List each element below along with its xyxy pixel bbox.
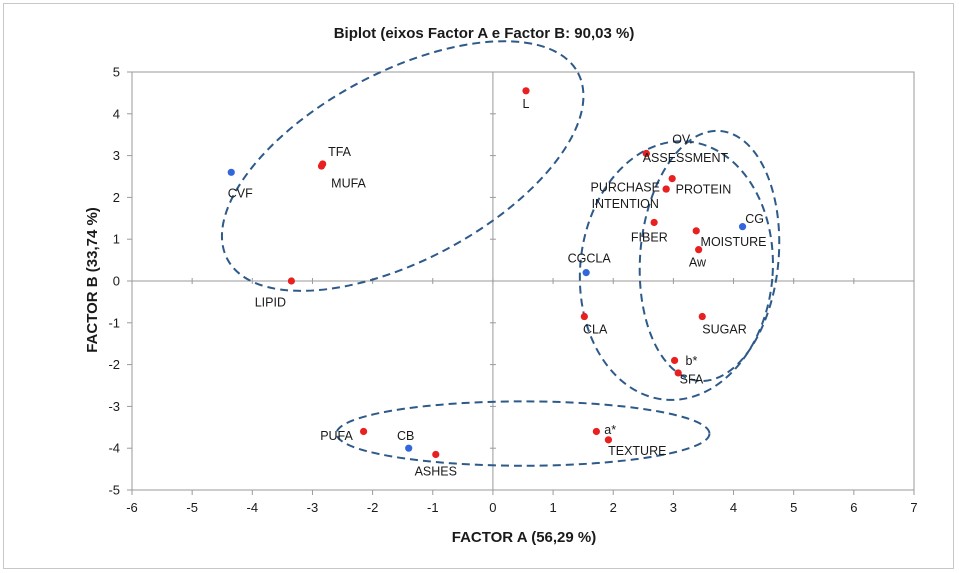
x-tick-label: 1 — [549, 500, 556, 515]
point-label-cla: CLA — [583, 323, 608, 337]
point-a — [592, 427, 600, 436]
point-label-texture: TEXTURE — [608, 444, 666, 458]
x-tick-label: -1 — [427, 500, 439, 515]
point-label-assessment: ASSESSMENT — [643, 151, 729, 165]
x-axis-title: FACTOR A (56,29 %) — [452, 529, 596, 546]
y-tick-label: 3 — [113, 148, 120, 163]
point-label-tfa: TFA — [328, 145, 352, 159]
labels-layer: L TFA MUFA CVF LIPID OV. ASSESSMENT PROTEIN PURC… — [228, 97, 767, 479]
point-label-sugar: SUGAR — [702, 323, 746, 337]
point-mufa — [317, 162, 326, 170]
x-tick-label: -5 — [186, 500, 198, 515]
cluster-ellipse-1 — [220, 40, 585, 292]
x-tick-label: 7 — [910, 500, 917, 515]
point-ashes — [432, 450, 440, 459]
point-label-purchase: PURCHASE — [591, 180, 660, 194]
x-tick-label: -2 — [367, 500, 379, 515]
cluster-ellipse-2 — [578, 140, 774, 401]
point-lipid — [287, 277, 296, 285]
point-texture — [604, 436, 613, 444]
x-tick-label: -6 — [126, 500, 138, 515]
x-tick-label: 4 — [730, 500, 737, 515]
ellipse-layer — [220, 40, 781, 467]
point-label-cgcla: CGCLA — [568, 252, 612, 266]
point-label-ashes: ASHES — [415, 465, 457, 479]
x-tick-label: 3 — [670, 500, 677, 515]
point-label-moisture: MOISTURE — [701, 235, 767, 249]
point-label-a: a* — [604, 423, 616, 437]
point-cvf — [227, 168, 235, 176]
x-tick-label: 2 — [610, 500, 617, 515]
point-protein — [668, 174, 676, 183]
x-tick-label: 0 — [489, 500, 496, 515]
y-tick-label: -3 — [108, 399, 120, 414]
point-label-aw: Aw — [689, 256, 707, 270]
point-fiber — [650, 218, 658, 227]
y-tick-label: 5 — [113, 65, 120, 80]
y-tick-label: 1 — [113, 232, 120, 247]
point-label-sfa: SFA — [680, 373, 704, 387]
point-label-fiber: FIBER — [631, 231, 668, 245]
y-axis-title: FACTOR B (33,74 %) — [84, 207, 101, 353]
y-tick-label: -5 — [108, 483, 120, 498]
point-label-b: b* — [686, 354, 698, 368]
point-l — [522, 87, 530, 95]
points-layer — [227, 87, 747, 459]
point-label-mufa: MUFA — [331, 176, 366, 190]
x-tick-label: 6 — [850, 500, 857, 515]
point-sfa — [674, 369, 682, 377]
point-intention — [662, 185, 670, 193]
point-label-pufa: PUFA — [320, 429, 353, 443]
point-label-intention: INTENTION — [592, 197, 659, 211]
y-tick-label: 2 — [113, 190, 120, 205]
point-label-lipid: LIPID — [255, 295, 286, 309]
ticks-layer: -6 -5 -4 -3 -2 -1 0 1 2 3 4 5 6 7 5 4 3 2 1 0 -1 -2 -3 -4 -5 — [108, 65, 917, 516]
point-cg — [738, 223, 747, 231]
point-cla — [580, 312, 588, 321]
point-label-l: L — [523, 97, 530, 111]
point-label-ov: OV. — [672, 132, 692, 146]
point-label-protein: PROTEIN — [676, 183, 732, 197]
point-label-cb: CB — [397, 429, 414, 443]
chart-title: Biplot (eixos Factor A e Factor B: 90,03… — [334, 25, 635, 42]
point-cgcla — [582, 269, 590, 277]
y-tick-label: -2 — [108, 357, 120, 372]
x-tick-label: -4 — [247, 500, 259, 515]
point-label-cvf: CVF — [228, 187, 253, 201]
point-cb — [405, 444, 413, 452]
chart-frame — [3, 3, 954, 569]
y-tick-label: 4 — [113, 106, 120, 121]
x-tick-label: 5 — [790, 500, 797, 515]
point-b — [670, 356, 679, 365]
x-tick-label: -3 — [307, 500, 319, 515]
cluster-ellipse-4 — [335, 400, 711, 467]
y-tick-label: -1 — [108, 315, 120, 330]
y-tick-label: 0 — [113, 274, 120, 289]
point-assessment — [642, 149, 650, 158]
y-tick-label: -4 — [108, 441, 120, 456]
point-label-cg: CG — [745, 212, 764, 226]
point-sugar — [698, 312, 706, 321]
point-pufa — [359, 427, 368, 436]
point-moisture — [692, 227, 700, 235]
point-aw — [695, 246, 703, 254]
